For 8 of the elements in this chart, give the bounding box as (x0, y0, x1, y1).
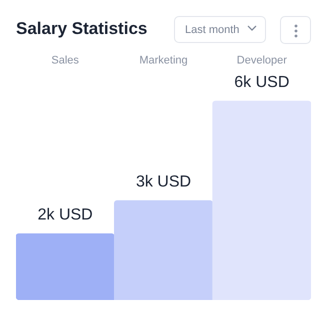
dropdown-field: Last month (174, 16, 266, 43)
chart-title: Salary Statistics (16, 19, 148, 39)
x-tick-label: Marketing (139, 54, 188, 67)
x-tick-label: Developer (236, 54, 288, 67)
data-label: 3k USD (136, 174, 192, 191)
x-tick-label: Sales (51, 54, 80, 67)
data-label: 6k USD (234, 74, 290, 92)
data-label: 2k USD (38, 206, 93, 224)
